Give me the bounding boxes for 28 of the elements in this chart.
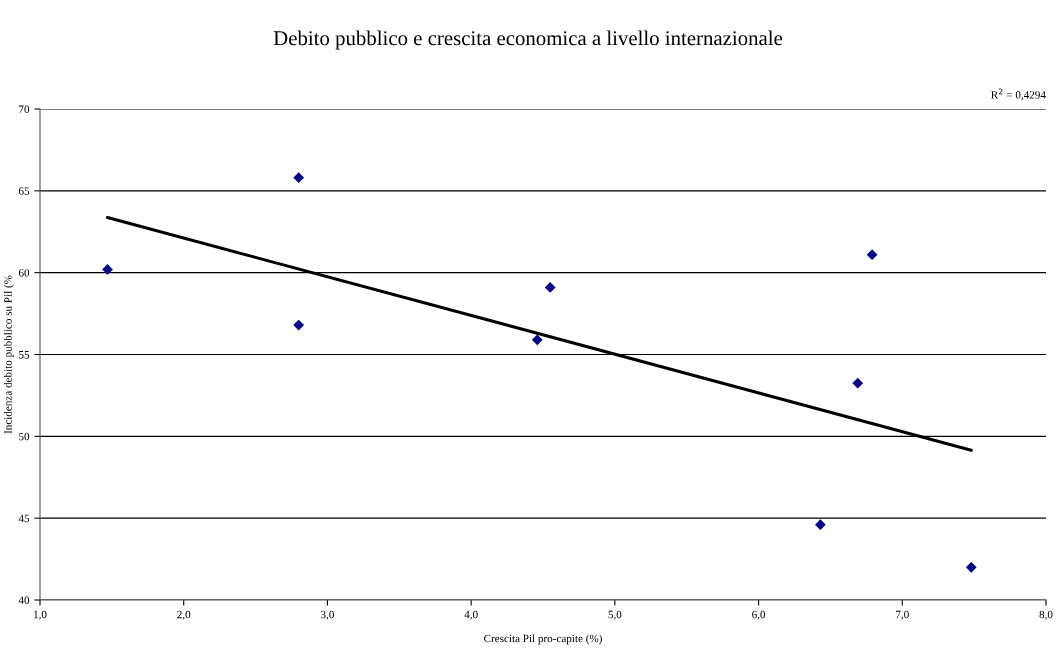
point — [544, 282, 556, 293]
point — [852, 377, 864, 389]
y-tick-label: 60 — [18, 269, 30, 277]
point — [814, 519, 826, 531]
x-tick-label: 7,0 — [896, 610, 909, 620]
point — [965, 561, 977, 573]
chart-title: Debito pubblico e crescita economica a livello internazionale — [273, 30, 783, 50]
x-tick-label: 6,0 — [752, 610, 766, 620]
y-tick-label: 55 — [19, 351, 30, 359]
x-tick-label: 2,0 — [177, 610, 191, 620]
y-tick-label: 45 — [18, 514, 30, 523]
point — [102, 264, 113, 275]
x-tick-label: 3,0 — [321, 610, 334, 620]
x-tick-label: 4,0 — [464, 610, 478, 620]
x-tick-label: 1,0 — [34, 610, 47, 620]
point — [293, 319, 305, 331]
y-axis-title: Incidenza debito pubblico su Pil (% — [3, 275, 14, 434]
y-tick-label: 50 — [19, 432, 30, 441]
y-tick-label: 65 — [18, 187, 30, 195]
x-tick-label: 5,0 — [608, 610, 622, 620]
y-tick-label: 70 — [19, 105, 30, 113]
point — [531, 334, 543, 346]
text: R$^{2}$ = 0,4294 — [991, 88, 1046, 101]
x-tick-label: 8,0 — [1039, 610, 1053, 620]
x-axis-title: Crescita Pil pro-capite (%) — [484, 634, 602, 645]
point — [866, 249, 878, 261]
y-tick-label: 40 — [18, 596, 30, 604]
point — [293, 172, 305, 184]
